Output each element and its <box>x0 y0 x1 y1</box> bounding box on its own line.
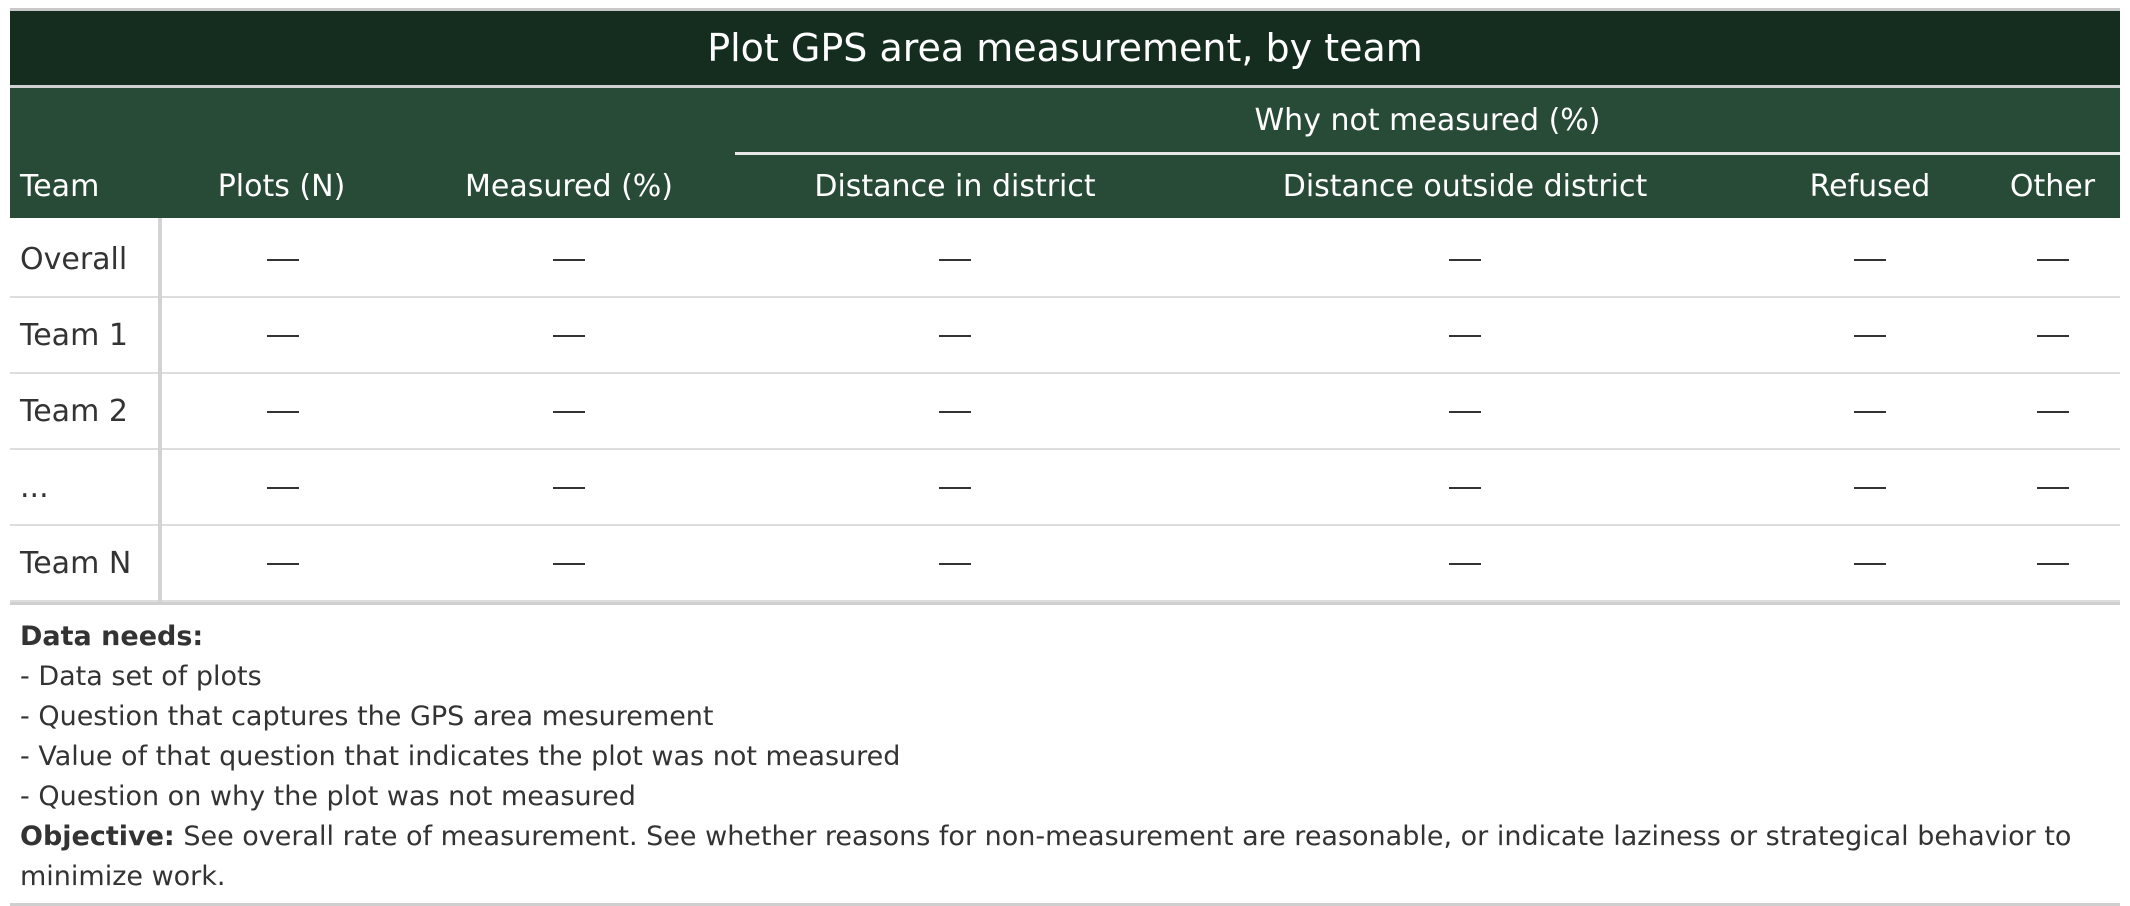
col-plots: Plots (N) <box>217 169 346 204</box>
spanner-label: Why not measured (%) <box>1254 102 1601 138</box>
table-cell <box>735 449 1175 526</box>
missing-value-dash <box>2036 487 2069 489</box>
table-cell <box>735 218 1175 298</box>
missing-value-dash <box>1449 487 1481 489</box>
table-cell <box>160 297 403 374</box>
data-needs-label: Data needs: <box>20 621 204 652</box>
missing-value-dash <box>1854 563 1886 565</box>
table-cell <box>1175 297 1755 374</box>
table-cell <box>160 449 403 526</box>
table-title: Plot GPS area measurement, by team <box>10 11 2120 88</box>
col-measured: Measured (%) <box>465 169 673 204</box>
missing-value-dash <box>553 259 585 261</box>
table-cell <box>1985 525 2120 602</box>
missing-value-dash <box>1854 335 1886 337</box>
table-cell <box>1755 449 1985 526</box>
table-row: Team 1 <box>10 297 2120 374</box>
missing-value-dash <box>266 487 299 489</box>
missing-value-dash <box>1449 335 1481 337</box>
table-cell <box>735 297 1175 374</box>
table-cell <box>1175 373 1755 450</box>
table-cell <box>1755 525 1985 602</box>
missing-value-dash <box>1449 411 1481 413</box>
table-cell <box>1985 449 2120 526</box>
table-cell <box>1755 297 1985 374</box>
table-cell <box>1175 218 1755 298</box>
missing-value-dash <box>939 411 971 413</box>
objective-label: Objective: <box>20 821 175 852</box>
data-need-item: - Question on why the plot was not measu… <box>20 781 636 812</box>
missing-value-dash <box>1449 259 1481 261</box>
missing-value-dash <box>1449 563 1481 565</box>
missing-value-dash <box>2036 335 2069 337</box>
table-cell <box>160 373 403 450</box>
missing-value-dash <box>553 411 585 413</box>
row-label: ... <box>10 449 162 526</box>
table-row: Team 2 <box>10 373 2120 450</box>
col-team: Team <box>20 169 100 204</box>
objective-text: See overall rate of measurement. See whe… <box>20 821 2072 892</box>
column-header: Why not measured (%) Team Plots (N) Meas… <box>10 88 2120 218</box>
table-cell <box>1755 218 1985 298</box>
table-cell <box>1175 449 1755 526</box>
data-need-item: - Value of that question that indicates … <box>20 741 901 772</box>
col-other: Other <box>2009 169 2096 204</box>
missing-value-dash <box>1854 487 1886 489</box>
table-cell <box>403 525 735 602</box>
missing-value-dash <box>2036 563 2069 565</box>
table-row: Team N <box>10 525 2120 602</box>
table-bottom-rule <box>10 602 2120 605</box>
table-cell <box>1175 525 1755 602</box>
table-cell <box>1755 373 1985 450</box>
missing-value-dash <box>2036 259 2069 261</box>
table-row: ... <box>10 449 2120 526</box>
table-cell <box>160 218 403 298</box>
row-label: Team 1 <box>10 297 162 374</box>
missing-value-dash <box>553 335 585 337</box>
data-need-item: - Data set of plots <box>20 661 262 692</box>
spanner-rule <box>735 152 2120 155</box>
table-row: Overall <box>10 218 2120 298</box>
data-need-item: - Question that captures the GPS area me… <box>20 701 714 732</box>
missing-value-dash <box>2036 411 2069 413</box>
missing-value-dash <box>939 259 971 261</box>
row-label: Team N <box>10 525 162 602</box>
missing-value-dash <box>1854 259 1886 261</box>
col-distance-outside-district: Distance outside district <box>1282 169 1648 204</box>
missing-value-dash <box>266 259 299 261</box>
col-refused: Refused <box>1809 169 1931 204</box>
table-cell <box>403 218 735 298</box>
table-cell <box>160 525 403 602</box>
table-cell <box>403 373 735 450</box>
missing-value-dash <box>939 563 971 565</box>
missing-value-dash <box>266 563 299 565</box>
col-distance-in-district: Distance in district <box>814 169 1096 204</box>
table-cell <box>1985 218 2120 298</box>
table-body: Overall Team 1 Team 2... Team N <box>10 218 2120 602</box>
table-cell <box>735 373 1175 450</box>
top-rule <box>10 8 2120 11</box>
row-label: Team 2 <box>10 373 162 450</box>
table-cell <box>1985 373 2120 450</box>
table-cell <box>403 449 735 526</box>
row-label: Overall <box>10 218 162 298</box>
missing-value-dash <box>553 563 585 565</box>
missing-value-dash <box>939 335 971 337</box>
source-notes: Data needs: - Data set of plots - Questi… <box>10 605 2120 903</box>
table-cell <box>1985 297 2120 374</box>
missing-value-dash <box>1854 411 1886 413</box>
table-cell <box>735 525 1175 602</box>
missing-value-dash <box>266 411 299 413</box>
gt-table: Plot GPS area measurement, by team Why n… <box>10 8 2120 906</box>
missing-value-dash <box>266 335 299 337</box>
missing-value-dash <box>553 487 585 489</box>
missing-value-dash <box>939 487 971 489</box>
table-cell <box>403 297 735 374</box>
